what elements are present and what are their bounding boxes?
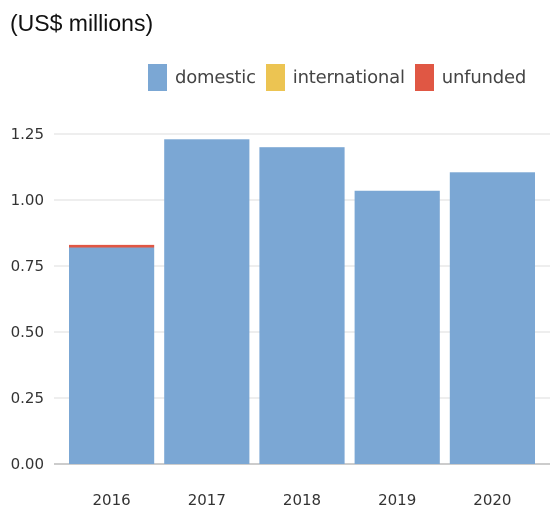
bar-domestic-2018[interactable] <box>259 147 345 464</box>
legend-item-unfunded[interactable]: unfunded <box>414 64 527 91</box>
legend-item-international[interactable]: international <box>265 64 405 91</box>
y-tick-label: 0.25 <box>11 389 44 407</box>
x-tick-label: 2019 <box>378 491 416 509</box>
x-tick-label: 2016 <box>93 491 131 509</box>
x-axis-ticks: 2016 2017 2018 2019 2020 <box>93 491 512 509</box>
y-tick-label: 1.25 <box>11 125 44 143</box>
legend-item-domestic[interactable]: domestic <box>148 64 256 91</box>
legend-swatch-unfunded <box>414 64 434 91</box>
legend-swatch-domestic <box>148 64 167 91</box>
legend-label-international: international <box>292 67 405 88</box>
bar-domestic-2017[interactable] <box>164 139 250 464</box>
legend-swatch-international <box>265 64 285 91</box>
y-tick-label: 0.75 <box>11 257 44 275</box>
bar-domestic-2016[interactable] <box>69 247 155 464</box>
bar-domestic-2019[interactable] <box>354 190 440 464</box>
y-axis-ticks: 0.00 0.25 0.50 0.75 1.00 1.25 <box>11 125 44 473</box>
x-tick-label: 2018 <box>283 491 321 509</box>
chart-title: (US$ millions) <box>10 10 154 36</box>
y-tick-label: 0.00 <box>11 455 44 473</box>
legend-label-domestic: domestic <box>175 67 256 88</box>
x-tick-label: 2020 <box>473 491 511 509</box>
bar-unfunded-2016[interactable] <box>69 244 155 248</box>
legend-label-unfunded: unfunded <box>441 67 527 88</box>
y-tick-label: 0.50 <box>11 323 44 341</box>
y-tick-label: 1.00 <box>11 191 44 209</box>
bars <box>69 139 535 464</box>
x-tick-label: 2017 <box>188 491 226 509</box>
legend: domestic international unfunded <box>148 64 526 91</box>
bar-domestic-2020[interactable] <box>449 172 535 464</box>
